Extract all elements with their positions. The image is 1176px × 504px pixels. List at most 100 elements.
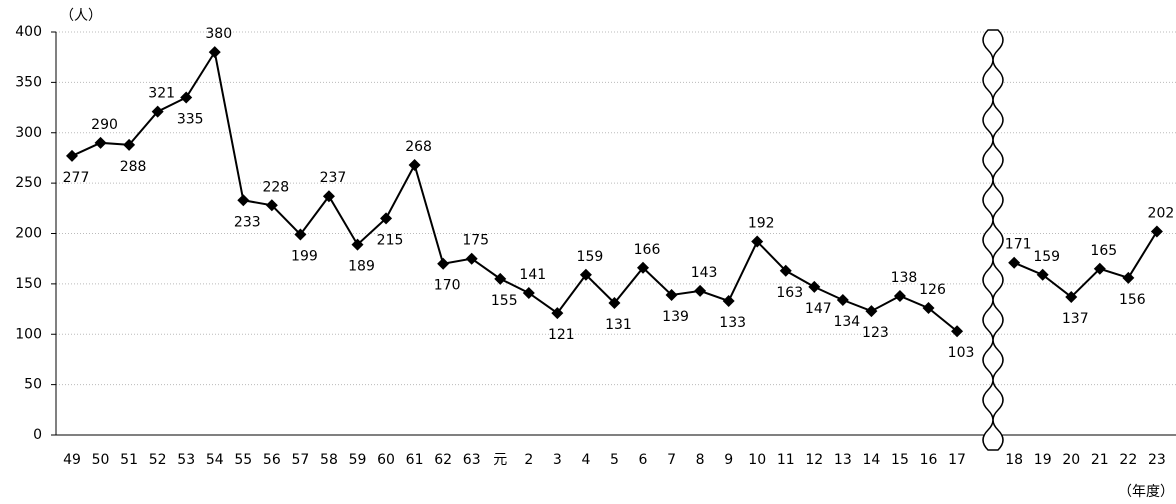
x-tick-label: 18 bbox=[1005, 452, 1023, 468]
data-label: 166 bbox=[634, 242, 661, 258]
x-tick-label: 15 bbox=[891, 452, 909, 468]
marker bbox=[94, 136, 107, 149]
data-label: 156 bbox=[1119, 292, 1146, 308]
data-label: 170 bbox=[434, 278, 461, 294]
marker bbox=[522, 286, 535, 299]
marker bbox=[123, 138, 136, 151]
marker bbox=[836, 293, 849, 306]
marker bbox=[808, 280, 821, 293]
x-axis-label: （年度） bbox=[1118, 484, 1174, 500]
marker bbox=[1036, 268, 1049, 281]
marker bbox=[608, 297, 621, 310]
data-label: 233 bbox=[234, 214, 261, 230]
marker bbox=[779, 264, 792, 277]
marker bbox=[66, 149, 78, 162]
data-label: 380 bbox=[205, 26, 232, 42]
y-tick-label: 150 bbox=[15, 276, 42, 292]
x-tick-label: 6 bbox=[639, 452, 648, 468]
x-tick-label: 9 bbox=[724, 452, 733, 468]
data-label: 141 bbox=[519, 267, 546, 283]
x-tick-label: 4 bbox=[581, 452, 590, 468]
marker bbox=[437, 257, 450, 270]
marker bbox=[722, 295, 735, 308]
x-tick-label: 61 bbox=[406, 452, 424, 468]
marker bbox=[1150, 225, 1163, 238]
data-label: 155 bbox=[491, 293, 518, 309]
x-tick-label: 13 bbox=[834, 452, 852, 468]
data-label: 288 bbox=[120, 159, 147, 175]
x-tick-label: 11 bbox=[777, 452, 795, 468]
marker bbox=[1122, 271, 1135, 284]
marker bbox=[208, 46, 221, 59]
x-tick-label: 60 bbox=[377, 452, 395, 468]
x-tick-label: 58 bbox=[320, 452, 338, 468]
marker bbox=[893, 289, 906, 302]
data-label: 133 bbox=[719, 315, 746, 331]
y-tick-label: 300 bbox=[15, 125, 42, 141]
marker bbox=[665, 288, 678, 301]
axis-break bbox=[982, 29, 1004, 451]
x-tick-label: 12 bbox=[805, 452, 823, 468]
marker bbox=[922, 302, 935, 315]
marker bbox=[1093, 262, 1106, 275]
x-tick-label: 22 bbox=[1119, 452, 1137, 468]
data-label: 290 bbox=[91, 117, 118, 133]
x-tick-label: 7 bbox=[667, 452, 676, 468]
data-label: 143 bbox=[691, 265, 718, 281]
marker bbox=[380, 212, 393, 225]
y-axis-label: （人） bbox=[60, 8, 102, 24]
marker bbox=[951, 325, 964, 338]
data-label: 103 bbox=[948, 345, 975, 361]
data-label: 237 bbox=[320, 170, 347, 186]
marker bbox=[494, 272, 507, 285]
x-tick-label: 50 bbox=[92, 452, 110, 468]
x-tick-label: 56 bbox=[263, 452, 281, 468]
y-tick-label: 100 bbox=[15, 326, 42, 342]
x-tick-label: 55 bbox=[234, 452, 252, 468]
x-tick-label: 17 bbox=[948, 452, 966, 468]
marker bbox=[294, 228, 307, 241]
data-label: 165 bbox=[1090, 243, 1117, 259]
marker bbox=[151, 105, 164, 118]
x-tick-label: 16 bbox=[920, 452, 938, 468]
marker bbox=[1065, 290, 1078, 303]
x-tick-label: 63 bbox=[463, 452, 481, 468]
x-tick-label: 53 bbox=[177, 452, 195, 468]
marker bbox=[579, 268, 592, 281]
data-label: 163 bbox=[776, 285, 803, 301]
y-tick-label: 250 bbox=[15, 175, 42, 191]
marker bbox=[551, 307, 564, 320]
series-line bbox=[71, 49, 1158, 333]
marker bbox=[265, 199, 278, 212]
data-label: 199 bbox=[291, 249, 318, 265]
data-label: 171 bbox=[1005, 237, 1032, 253]
data-label: 137 bbox=[1062, 311, 1089, 327]
data-label: 321 bbox=[148, 86, 175, 102]
x-tick-label: 8 bbox=[696, 452, 705, 468]
marker bbox=[865, 305, 878, 318]
x-tick-label: 57 bbox=[291, 452, 309, 468]
data-label: 228 bbox=[262, 179, 289, 195]
x-tick-label: 62 bbox=[434, 452, 452, 468]
x-tick-label: 19 bbox=[1034, 452, 1052, 468]
data-label: 134 bbox=[833, 314, 860, 330]
x-tick-label: 54 bbox=[206, 452, 224, 468]
x-tick-label: 5 bbox=[610, 452, 619, 468]
y-tick-label: 400 bbox=[15, 24, 42, 40]
x-tick-label: 10 bbox=[748, 452, 766, 468]
y-tick-label: 50 bbox=[24, 377, 42, 393]
x-tick-label: 3 bbox=[553, 452, 562, 468]
data-label: 138 bbox=[891, 270, 918, 286]
data-label: 189 bbox=[348, 259, 375, 275]
x-tick-label: 元 bbox=[493, 452, 507, 468]
x-tick-label: 52 bbox=[149, 452, 167, 468]
x-tick-label: 21 bbox=[1091, 452, 1109, 468]
data-label: 131 bbox=[605, 317, 632, 333]
data-label: 175 bbox=[462, 233, 489, 249]
data-label: 268 bbox=[405, 139, 432, 155]
data-label: 192 bbox=[748, 216, 775, 232]
marker bbox=[694, 284, 707, 297]
marker bbox=[1008, 256, 1021, 269]
data-label: 202 bbox=[1148, 205, 1175, 221]
